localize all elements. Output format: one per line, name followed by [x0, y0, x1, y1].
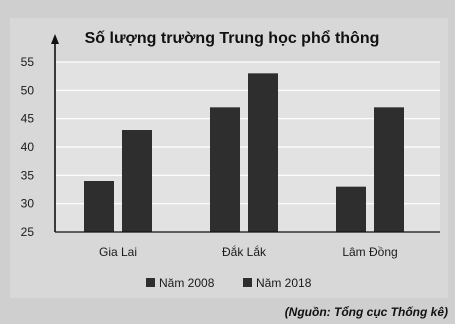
legend-label-2018: Năm 2018	[256, 276, 312, 290]
bar-2008	[336, 186, 366, 232]
legend: Năm 2008 Năm 2018	[146, 276, 312, 290]
y-axis-arrow-icon	[51, 34, 59, 44]
legend-label-2008: Năm 2008	[159, 276, 215, 290]
y-tick-label: 40	[21, 140, 35, 154]
bar-2018	[374, 107, 404, 232]
bar-2018	[122, 130, 152, 232]
bar-2008	[210, 107, 240, 232]
source-note: (Nguồn: Tổng cục Thống kê)	[285, 305, 448, 319]
legend-swatch-2018	[243, 278, 252, 287]
bars	[84, 73, 404, 232]
y-tick-label: 50	[21, 83, 35, 97]
y-tick-label: 25	[21, 225, 35, 239]
y-tick-label: 30	[21, 197, 35, 211]
y-tick-labels: 25 30 35 40 45 50 55	[21, 55, 35, 239]
legend-swatch-2008	[146, 278, 155, 287]
y-tick-label: 55	[21, 55, 35, 69]
x-tick-labels: Gia Lai Đắk Lắk Lâm Đồng	[99, 244, 398, 259]
x-tick-label: Gia Lai	[99, 245, 137, 259]
y-tick-label: 45	[21, 112, 35, 126]
y-tick-label: 35	[21, 168, 35, 182]
bar-2008	[84, 181, 114, 232]
bar-2018	[248, 73, 278, 232]
chart-title: Số lượng trường Trung học phổ thông	[85, 29, 380, 47]
x-tick-label: Đắk Lắk	[222, 244, 267, 259]
x-tick-label: Lâm Đồng	[342, 245, 397, 259]
